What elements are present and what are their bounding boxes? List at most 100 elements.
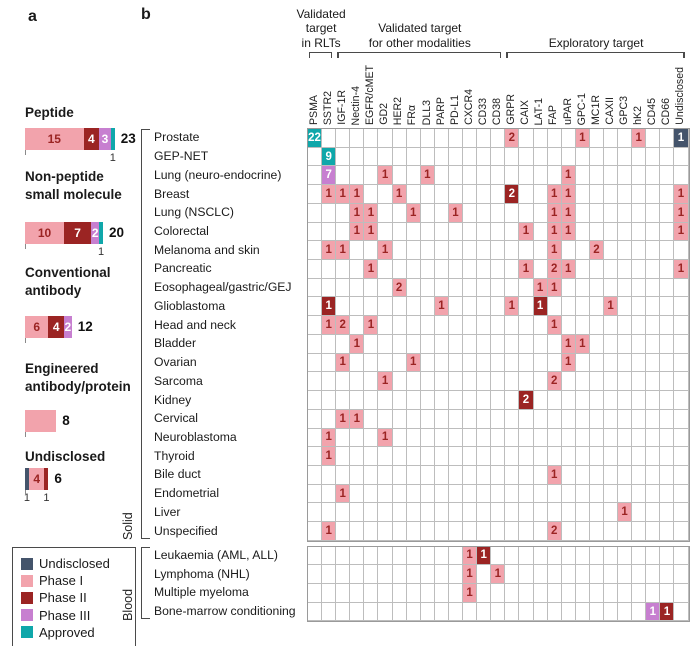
matrix-cell-filled: 1 xyxy=(420,166,435,186)
matrix-cell xyxy=(660,484,675,504)
matrix-cell xyxy=(406,465,421,485)
matrix-cell xyxy=(364,428,379,448)
matrix-cell xyxy=(336,166,351,186)
row-label: Bone-marrow conditioning xyxy=(154,604,296,619)
matrix-cell xyxy=(561,484,576,504)
matrix-cell xyxy=(336,546,351,566)
matrix-cell xyxy=(674,546,689,566)
matrix-cell xyxy=(603,391,619,410)
legend-swatch-phase3 xyxy=(21,609,33,622)
matrix-cell xyxy=(378,129,393,148)
matrix-cell xyxy=(646,334,661,354)
matrix-cell xyxy=(406,447,421,466)
matrix-cell xyxy=(589,185,604,204)
matrix-cell xyxy=(308,546,323,566)
matrix-cell xyxy=(392,147,407,167)
matrix-cell xyxy=(434,166,449,186)
matrix-cell xyxy=(561,129,576,148)
matrix-cell xyxy=(420,222,435,242)
matrix-cell xyxy=(632,484,647,504)
matrix-cell xyxy=(603,241,619,261)
matrix-cell-filled: 1 xyxy=(561,353,576,373)
matrix-cell xyxy=(632,297,647,317)
matrix-cell xyxy=(406,334,421,354)
matrix-cell-filled: 2 xyxy=(589,241,604,261)
matrix-cell xyxy=(632,447,647,466)
matrix-cell-filled: 1 xyxy=(561,334,576,354)
matrix-cell xyxy=(434,316,449,335)
matrix-cell-filled: 1 xyxy=(547,185,562,204)
matrix-cell xyxy=(547,484,562,504)
matrix-cell-filled: 1 xyxy=(674,222,689,242)
bar-below-count: 1 xyxy=(43,492,50,504)
matrix-cell xyxy=(561,428,576,448)
matrix-cell xyxy=(364,602,379,622)
matrix-cell xyxy=(322,409,337,429)
matrix-cell xyxy=(350,503,365,523)
column-header: FAP xyxy=(547,105,561,125)
matrix-cell xyxy=(589,129,604,148)
matrix-cell xyxy=(632,222,647,242)
bar-segment-phase3: 2 xyxy=(91,222,100,244)
matrix-cell xyxy=(477,147,492,167)
matrix-cell xyxy=(350,241,365,261)
matrix-cell xyxy=(491,222,506,242)
matrix-cell xyxy=(519,465,534,485)
matrix-cell xyxy=(406,260,421,279)
matrix-cell xyxy=(364,503,379,523)
matrix-cell xyxy=(463,297,478,317)
matrix-cell xyxy=(406,583,421,603)
matrix-cell xyxy=(420,353,435,373)
matrix-cell xyxy=(491,129,506,148)
matrix-cell xyxy=(646,203,661,223)
matrix-cell xyxy=(463,222,478,242)
matrix-cell xyxy=(674,565,689,584)
matrix-cell xyxy=(308,409,323,429)
matrix-cell xyxy=(618,522,633,541)
matrix-cell xyxy=(392,484,407,504)
matrix-cell xyxy=(448,316,464,335)
matrix-cell xyxy=(308,484,323,504)
matrix-cell xyxy=(420,185,435,204)
matrix-cell xyxy=(632,334,647,354)
matrix-cell xyxy=(618,334,633,354)
matrix-cell xyxy=(519,147,534,167)
matrix-cell xyxy=(477,583,492,603)
matrix-cell xyxy=(618,602,633,622)
matrix-cell xyxy=(378,409,393,429)
matrix-cell xyxy=(674,297,689,317)
matrix-cell xyxy=(364,546,379,566)
matrix-cell xyxy=(463,334,478,354)
matrix-cell xyxy=(660,316,675,335)
matrix-cell xyxy=(561,503,576,523)
panel-a-letter: a xyxy=(28,8,37,25)
matrix-cell xyxy=(547,565,562,584)
matrix-cell xyxy=(603,522,619,541)
matrix-cell xyxy=(420,297,435,317)
row-label: Bladder xyxy=(154,336,197,351)
matrix-cell xyxy=(308,166,323,186)
bar-segment-phase3: 2 xyxy=(63,316,72,338)
matrix-cell xyxy=(491,602,506,622)
matrix-cell xyxy=(434,428,449,448)
matrix-cell xyxy=(603,222,619,242)
column-header: IGF-1R xyxy=(335,90,349,125)
matrix-cell xyxy=(505,546,520,566)
matrix-cell xyxy=(603,503,619,523)
matrix-cell xyxy=(660,203,675,223)
matrix-cell xyxy=(660,465,675,485)
matrix-cell xyxy=(491,260,506,279)
matrix-cell-filled: 1 xyxy=(674,203,689,223)
matrix-cell xyxy=(322,260,337,279)
matrix-cell xyxy=(420,546,435,566)
matrix-cell xyxy=(491,409,506,429)
matrix-cell xyxy=(350,447,365,466)
panel-b-letter: b xyxy=(141,6,151,23)
matrix-cell xyxy=(547,353,562,373)
matrix-cell-filled: 1 xyxy=(674,260,689,279)
matrix-cell xyxy=(477,372,492,392)
matrix-cell-filled: 1 xyxy=(322,447,337,466)
matrix-cell xyxy=(618,546,633,566)
matrix-cell xyxy=(448,241,464,261)
